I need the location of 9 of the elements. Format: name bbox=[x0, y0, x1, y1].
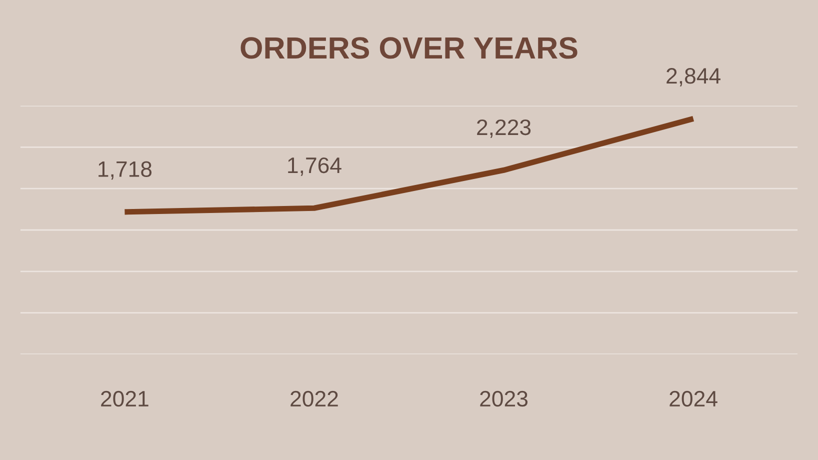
x-tick-label: 2024 bbox=[670, 390, 718, 407]
x-tick-label: 2021 bbox=[101, 390, 148, 407]
x-tick-label: 2022 bbox=[290, 390, 338, 407]
data-label: 2,223 bbox=[477, 119, 531, 138]
data-label: 2,844 bbox=[666, 68, 720, 86]
chart-title: ORDERS OVER YEARS bbox=[240, 37, 578, 59]
x-tick-label: 2023 bbox=[480, 390, 528, 407]
data-label: 1,764 bbox=[288, 157, 342, 176]
data-label: 1,718 bbox=[98, 161, 152, 180]
